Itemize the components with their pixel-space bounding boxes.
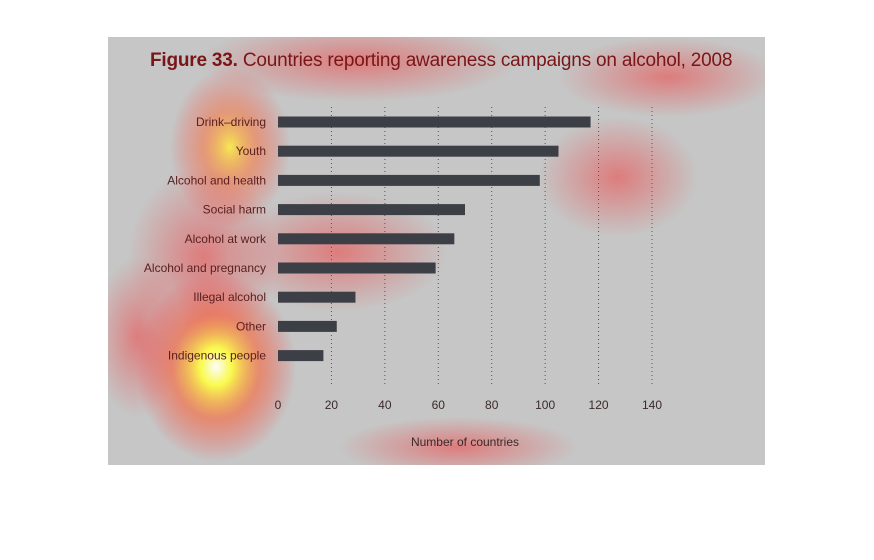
bar xyxy=(278,116,591,128)
bar xyxy=(278,174,540,186)
x-tick-label: 60 xyxy=(432,398,446,412)
bar xyxy=(278,204,465,216)
x-tick-label: 140 xyxy=(642,398,662,412)
chart-title: Figure 33. Countries reporting awareness… xyxy=(150,50,732,72)
x-tick-label: 120 xyxy=(589,398,609,412)
category-label: Social harm xyxy=(203,203,266,217)
x-axis-title: Number of countries xyxy=(411,435,519,449)
figure-number: Figure 33. xyxy=(150,50,238,71)
category-label: Alcohol and health xyxy=(167,173,266,187)
x-tick-label: 80 xyxy=(485,398,499,412)
chart-bars xyxy=(278,116,591,362)
category-label: Other xyxy=(236,319,266,333)
category-labels: Drink–driving Youth Alcohol and health Soci… xyxy=(144,115,267,363)
category-label: Alcohol and pregnancy xyxy=(144,261,266,275)
bar xyxy=(278,320,337,332)
x-tick-label: 40 xyxy=(378,398,392,412)
figure-caption: Countries reporting awareness campaigns … xyxy=(237,50,733,71)
category-label: Illegal alcohol xyxy=(193,290,266,304)
bar xyxy=(278,291,356,303)
bar xyxy=(278,350,324,362)
bar xyxy=(278,145,559,157)
chart-panel: Figure 33. Countries reporting awareness… xyxy=(108,37,765,465)
bar-chart: Drink–driving Youth Alcohol and health Soci… xyxy=(144,107,663,449)
bar xyxy=(278,262,436,274)
x-tick-label: 100 xyxy=(535,398,555,412)
category-label: Indigenous people xyxy=(168,349,266,363)
x-tick-label: 20 xyxy=(325,398,339,412)
category-label: Alcohol at work xyxy=(185,232,267,246)
category-label: Drink–driving xyxy=(196,115,266,129)
x-axis-ticks: 0 20 40 60 80 100 120 140 xyxy=(275,398,663,412)
x-tick-label: 0 xyxy=(275,398,282,412)
category-label: Youth xyxy=(236,144,266,158)
bar xyxy=(278,233,455,245)
